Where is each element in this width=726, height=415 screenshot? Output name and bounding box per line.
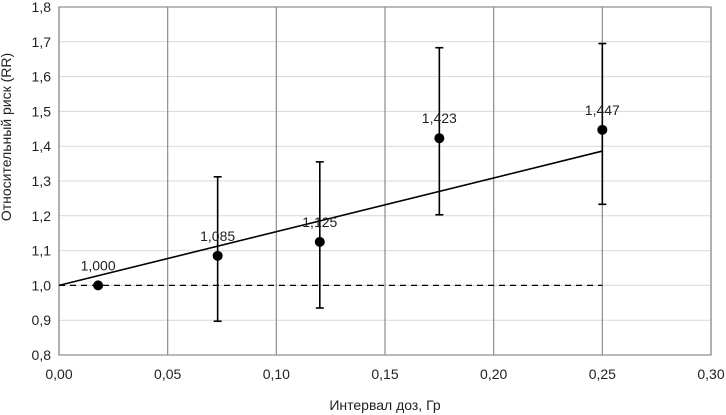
y-tick-label: 1,8 — [32, 0, 52, 15]
x-tick-label: 0,00 — [45, 366, 72, 382]
y-tick-label: 1,6 — [32, 69, 52, 85]
y-tick-labels: 0,8 0,9 1,0 1,1 1,2 1,3 1,4 1,5 1,6 1,7 1,8 — [32, 0, 52, 363]
data-point — [93, 280, 104, 291]
y-axis-label: Относительный риск (RR) — [0, 53, 14, 221]
data-point — [434, 133, 445, 144]
y-tick-label: 1,2 — [32, 208, 52, 224]
x-tick-label: 0,05 — [154, 366, 181, 382]
error-bars — [213, 42, 607, 323]
data-label: 1,423 — [422, 110, 457, 126]
data-label: 1,085 — [200, 228, 235, 244]
y-tick-label: 1,7 — [32, 34, 52, 50]
y-tick-label: 0,9 — [32, 312, 52, 328]
data-point — [314, 236, 325, 247]
y-tick-label: 0,8 — [32, 347, 52, 363]
data-points — [93, 124, 608, 291]
data-label: 1,447 — [585, 102, 620, 118]
plot-lines — [58, 150, 603, 287]
data-point — [212, 250, 223, 261]
data-label: 1,125 — [302, 214, 337, 230]
grid-lines — [58, 6, 712, 356]
data-point — [597, 124, 608, 135]
x-tick-label: 0,30 — [697, 366, 724, 382]
trend-line — [58, 150, 603, 287]
y-tick-label: 1,4 — [32, 138, 52, 154]
x-tick-label: 0,25 — [589, 366, 616, 382]
x-tick-label: 0,10 — [263, 366, 290, 382]
x-tick-label: 0,20 — [480, 366, 507, 382]
y-tick-label: 1,5 — [32, 103, 52, 119]
x-axis-label: Интервал доз, Гр — [329, 397, 441, 413]
x-tick-labels: 0,00 0,05 0,10 0,15 0,20 0,25 0,30 — [45, 366, 724, 382]
plot-frame — [58, 6, 712, 356]
data-labels: 1,000 1,085 1,125 1,423 1,447 — [81, 102, 620, 274]
x-tick-label: 0,15 — [371, 366, 398, 382]
y-tick-label: 1,0 — [32, 277, 52, 293]
data-label: 1,000 — [81, 257, 116, 273]
y-tick-label: 1,3 — [32, 173, 52, 189]
y-tick-label: 1,1 — [32, 243, 52, 259]
